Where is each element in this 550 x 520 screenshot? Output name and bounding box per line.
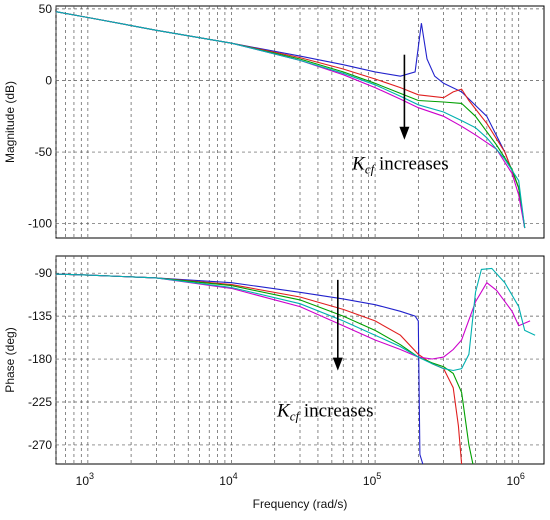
magnitude-series <box>55 11 526 229</box>
y-tick-label: -180 <box>28 352 52 366</box>
magnitude-y-axis-label: Magnitude (dB) <box>3 81 17 163</box>
annotation-text: Kcf increases <box>351 153 448 176</box>
magnitude-panel: 50 0 -50 -100 Magnitude (dB) Kcf increases <box>3 2 545 239</box>
phase-grid <box>55 256 544 464</box>
annotation-arrow-head <box>332 357 343 371</box>
series-line-4 <box>55 273 531 360</box>
magnitude-grid <box>55 6 544 238</box>
y-tick-label: 50 <box>39 2 53 16</box>
y-tick-label: -225 <box>28 395 52 409</box>
phase-y-ticks: -90 -135 -180 -225 -270 <box>28 266 52 452</box>
y-tick-label: -270 <box>28 438 52 452</box>
x-axis-label: Frequency (rad/s) <box>253 497 348 511</box>
annotation-text: Kcf increases <box>276 400 373 423</box>
y-tick-label: -90 <box>35 266 53 280</box>
phase-panel: -90 -135 -180 -225 -270 Phase (deg) Kcf incr… <box>3 255 545 465</box>
x-tick-label: 104 <box>219 471 237 488</box>
y-tick-label: 0 <box>45 73 52 87</box>
phase-y-axis-label: Phase (deg) <box>3 327 17 392</box>
y-tick-label: -100 <box>28 217 52 231</box>
annotation-arrow-head <box>399 126 410 140</box>
series-line-5 <box>55 11 526 229</box>
phase-series <box>55 267 536 465</box>
x-tick-label: 103 <box>76 471 94 488</box>
y-tick-label: -50 <box>35 145 53 159</box>
magnitude-annotation: Kcf increases <box>351 54 449 176</box>
x-tick-label: 106 <box>507 471 525 488</box>
series-line-3 <box>55 273 474 465</box>
y-tick-label: -135 <box>28 309 52 323</box>
magnitude-y-ticks: 50 0 -50 -100 <box>28 2 52 231</box>
x-tick-labels: 103 104 105 106 <box>76 471 525 488</box>
series-line-5 <box>55 267 536 372</box>
phase-annotation: Kcf increases <box>276 279 374 423</box>
x-tick-label: 105 <box>363 471 381 488</box>
